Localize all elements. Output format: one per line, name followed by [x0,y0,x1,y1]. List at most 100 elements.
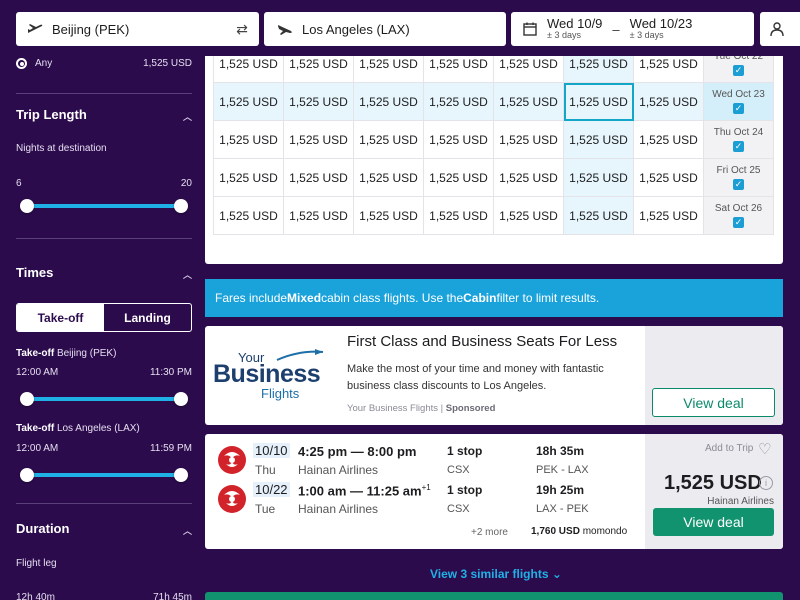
price-grid-cell[interactable]: 1,525 USD [283,82,354,121]
price-grid-cell[interactable]: 1,525 USD [353,196,424,235]
slider-handle-max[interactable] [174,468,188,482]
price-grid-cell[interactable]: 1,525 USD [353,82,424,121]
return-date-row-label[interactable]: Tue Oct 22 ✓ [703,56,774,83]
price-grid-cell[interactable]: 1,525 USD [633,196,704,235]
checkbox-checked-icon[interactable]: ✓ [733,103,744,114]
dates-field[interactable]: Wed 10/9 ± 3 days – Wed 10/23 ± 3 days [511,12,754,46]
leg2-time-slider[interactable] [20,468,188,482]
return-date-row-label[interactable]: Wed Oct 23 ✓ [703,82,774,121]
view-similar-flights-link[interactable]: View 3 similar flights ⌄ [430,567,562,581]
price-grid-cell[interactable]: 1,525 USD [633,56,704,83]
chevron-down-icon: ⌄ [551,567,562,581]
slider-handle-max[interactable] [174,392,188,406]
price-grid-cell[interactable]: 1,525 USD [423,82,494,121]
hainan-airlines-logo-icon [218,485,246,513]
return-leg: 10/22 Tue 1:00 am — 11:25 am+1 Hainan Ai… [205,479,645,519]
destination-value: Los Angeles (LAX) [302,21,410,37]
price-grid-cell[interactable]: 1,525 USD [563,196,634,235]
price-grid-cell[interactable]: 1,525 USD [283,196,354,235]
flight-result-card[interactable]: 10/10 Thu 4:25 pm — 8:00 pm Hainan Airli… [205,434,783,549]
view-deal-button[interactable]: View deal [653,508,774,536]
divider [16,93,192,94]
price-grid-cell[interactable]: 1,525 USD [493,196,564,235]
price-grid-cell[interactable]: 1,525 USD [283,120,354,159]
price-grid-cell[interactable]: 1,525 USD [563,82,634,121]
destination-field[interactable]: Los Angeles (LAX) [264,12,506,46]
price-grid-cell[interactable]: 1,525 USD [633,120,704,159]
swap-icon[interactable]: ⇄ [236,21,248,37]
return-date[interactable]: Wed 10/23 ± 3 days [629,16,693,41]
radio-selected-icon[interactable] [16,58,27,69]
price-grid-cell[interactable]: 1,525 USD [563,120,634,159]
leg-stops: 1 stop [447,444,483,458]
times-header[interactable]: Times ︿ [16,265,192,280]
checkbox-checked-icon[interactable]: ✓ [733,65,744,76]
slider-handle-max[interactable] [174,199,188,213]
origin-field[interactable]: Beijing (PEK) ⇄ [16,12,259,46]
trip-length-min: 6 [16,178,22,189]
page-edge [783,56,800,600]
slider-handle-min[interactable] [20,199,34,213]
price-grid-cell[interactable]: 1,525 USD [563,158,634,197]
next-result-card[interactable] [205,592,783,600]
ad-title[interactable]: First Class and Business Seats For Less [347,333,618,350]
heart-icon[interactable]: ♡ [758,441,772,458]
price-grid: 1,525 USD 1,525 USD 1,525 USD 1,525 USD 1,52… [205,56,783,264]
sponsored-ad[interactable]: Your Business Flights First Class and Bu… [205,326,783,425]
price-grid-cell[interactable]: 1,525 USD [213,82,284,121]
price-grid-cell[interactable]: 1,525 USD [283,158,354,197]
trip-length-header[interactable]: Trip Length ︿ [16,107,192,122]
person-icon [768,20,786,38]
ad-view-deal-button[interactable]: View deal [652,388,775,417]
depart-date[interactable]: Wed 10/9 ± 3 days [547,16,603,41]
add-to-trip-link[interactable]: Add to Trip [705,443,754,454]
leg1-time-slider[interactable] [20,392,188,406]
price-grid-cell[interactable]: 1,525 USD [493,56,564,83]
trip-length-slider[interactable] [20,199,188,213]
price-grid-cell[interactable]: 1,525 USD [283,56,354,83]
leg-layover: CSX [447,503,470,515]
price-grid-cell[interactable]: 1,525 USD [213,56,284,83]
price-grid-cell[interactable]: 1,525 USD [563,56,634,83]
return-date-row-label[interactable]: Thu Oct 24 ✓ [703,120,774,159]
leg-weekday: Tue [255,502,276,516]
price-grid-row: 1,525 USD 1,525 USD 1,525 USD 1,525 USD 1,52… [213,56,774,83]
return-date-row-label[interactable]: Fri Oct 25 ✓ [703,158,774,197]
leg-layover: CSX [447,464,470,476]
duration-header[interactable]: Duration ︿ [16,521,192,536]
tab-landing[interactable]: Landing [124,310,171,325]
checkbox-checked-icon[interactable]: ✓ [733,217,744,228]
landing-plane-icon [276,20,294,38]
price-grid-cell[interactable]: 1,525 USD [423,120,494,159]
filter-any-row[interactable]: Any 1,525 USD [16,58,192,69]
leg-route: PEK - LAX [536,464,589,476]
price-grid-cell[interactable]: 1,525 USD [213,158,284,197]
tab-takeoff[interactable]: Take-off [17,304,104,331]
price-grid-cell[interactable]: 1,525 USD [213,196,284,235]
checkbox-checked-icon[interactable]: ✓ [733,141,744,152]
price-grid-cell[interactable]: 1,525 USD [423,56,494,83]
price-grid-cell[interactable]: 1,525 USD [353,120,424,159]
price-grid-cell[interactable]: 1,525 USD [213,120,284,159]
price-grid-cell[interactable]: 1,525 USD [493,158,564,197]
travelers-field[interactable] [760,12,800,46]
more-options-link[interactable]: +2 more [471,527,508,538]
origin-value: Beijing (PEK) [52,21,130,37]
price-grid-cell[interactable]: 1,525 USD [633,158,704,197]
price-grid-cell[interactable]: 1,525 USD [423,196,494,235]
price-grid-cell[interactable]: 1,525 USD [353,56,424,83]
price-grid-cell[interactable]: 1,525 USD [353,158,424,197]
alternate-price[interactable]: 1,760 USD momondo [531,526,628,537]
trip-length-max: 20 [180,178,192,189]
return-date-row-label[interactable]: Sat Oct 26 ✓ [703,196,774,235]
checkbox-checked-icon[interactable]: ✓ [733,179,744,190]
leg-times: 1:00 am — 11:25 am+1 [298,483,431,499]
info-icon[interactable]: i [759,476,773,490]
price-grid-cell[interactable]: 1,525 USD [423,158,494,197]
price-grid-cell[interactable]: 1,525 USD [493,82,564,121]
slider-handle-min[interactable] [20,468,34,482]
price-grid-cell[interactable]: 1,525 USD [493,120,564,159]
slider-handle-min[interactable] [20,392,34,406]
plane-swoosh-icon [276,349,324,361]
price-grid-cell[interactable]: 1,525 USD [633,82,704,121]
